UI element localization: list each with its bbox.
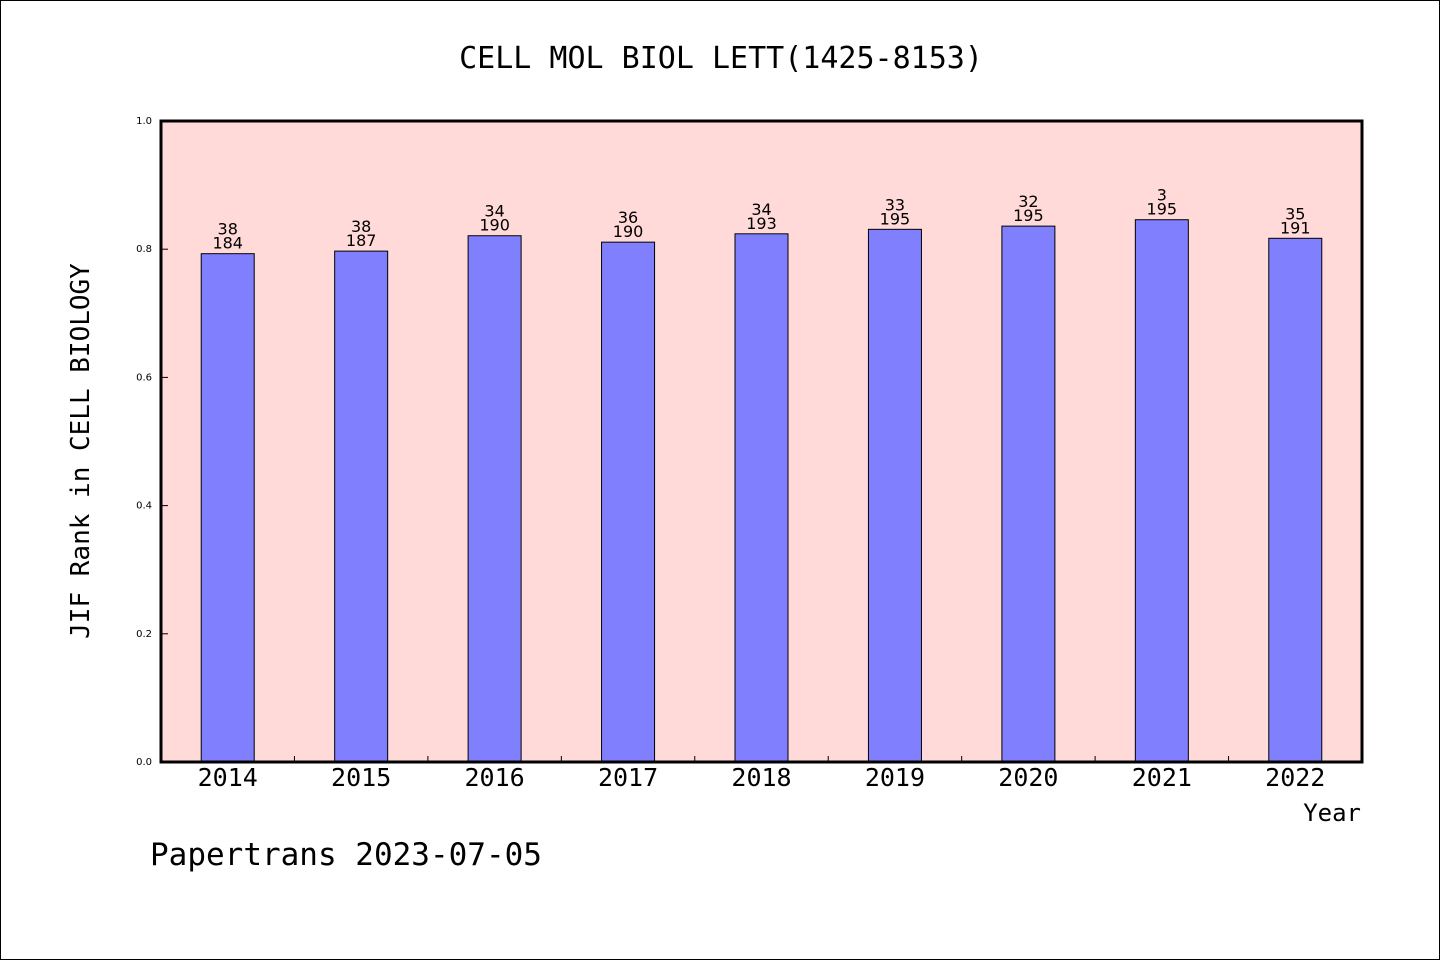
x-axis-label: Year (1303, 799, 1361, 827)
x-tick-label: 2021 (1132, 763, 1192, 792)
bar-rank-label: 38 (351, 217, 371, 236)
bar-2020 (1001, 225, 1056, 763)
y-tick-label: 0.4 (136, 501, 152, 512)
bar-total-label: 193 (746, 214, 777, 233)
bar-2022 (1268, 237, 1323, 763)
bar-rank-label: 38 (218, 220, 238, 239)
bar-2018 (734, 233, 789, 763)
bar-rank-label: 3 (1157, 186, 1167, 205)
y-tick-label: 0.6 (136, 372, 152, 383)
bar-total-label: 195 (880, 209, 911, 228)
footer-text: Papertrans 2023-07-05 (150, 837, 542, 873)
y-tick-label: 1.0 (136, 116, 152, 127)
bar-rank-label: 34 (484, 202, 504, 221)
bar-rank-label: 32 (1018, 192, 1038, 211)
bar-2017 (601, 241, 656, 763)
bar-total-label: 195 (1147, 200, 1178, 219)
bar-total-label: 190 (479, 216, 510, 235)
x-tick-label: 2019 (865, 763, 925, 792)
y-tick-label: 0.2 (136, 629, 152, 640)
bar-rank-label: 33 (885, 195, 905, 214)
y-tick-label: 0.0 (136, 757, 152, 768)
y-tick-label: 0.8 (136, 244, 152, 255)
bar-total-label: 195 (1013, 206, 1044, 225)
x-tick-label: 2016 (465, 763, 525, 792)
bar-total-label: 184 (212, 234, 243, 253)
x-tick-label: 2014 (198, 763, 258, 792)
bar-2019 (867, 228, 922, 763)
x-tick-label: 2018 (731, 763, 791, 792)
x-tick-label: 2020 (998, 763, 1058, 792)
bar-2015 (334, 250, 389, 763)
bar-rank-label: 36 (618, 208, 638, 227)
bar-2014 (200, 253, 255, 763)
bar-total-label: 187 (346, 231, 377, 250)
bar-2016 (467, 235, 522, 763)
bar-2021 (1134, 219, 1189, 763)
chart-title: CELL MOL BIOL LETT(1425-8153) (459, 41, 983, 76)
plot-border (159, 119, 1364, 764)
x-axis: 2014 2015 2016 2017 2018 2019 2020 2021 2022 (198, 756, 1325, 792)
bar-rank-label: 35 (1285, 204, 1305, 223)
y-axis-label: JIF Rank in CELL BIOLOGY (66, 263, 96, 639)
x-tick-label: 2017 (598, 763, 658, 792)
x-tick-label: 2022 (1265, 763, 1325, 792)
bar-total-label: 190 (613, 222, 644, 241)
bar-rank-label: 34 (751, 200, 771, 219)
bar-total-label: 191 (1280, 218, 1311, 237)
x-tick-label: 2015 (331, 763, 391, 792)
